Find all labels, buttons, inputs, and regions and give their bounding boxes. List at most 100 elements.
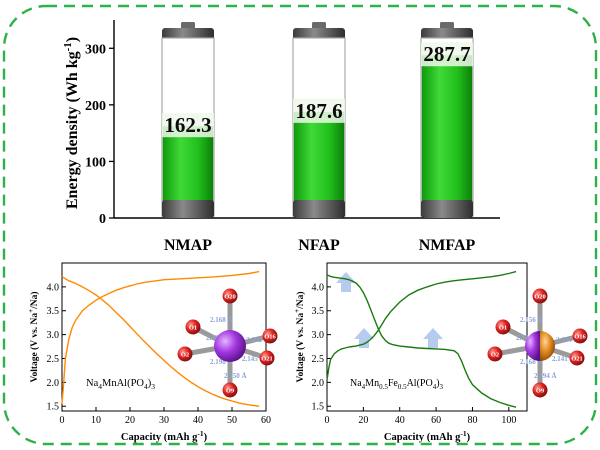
left-y-axis-label: Voltage (V vs. Na+/Na) [27, 291, 40, 382]
x-tick-label: 20 [125, 415, 135, 426]
y-tick-label: 0 [99, 212, 106, 227]
battery-fill [421, 55, 473, 216]
series-line-2 [61, 275, 260, 407]
oxygen-atom-label: O2 [491, 352, 499, 359]
left-ticks: 0 10 20 30 40 50 60 1.5 2.0 2.5 3.0 3.5 4.0 [47, 282, 272, 426]
x-tick-label: 40 [395, 415, 405, 426]
oxygen-atom-label: O2 [181, 352, 189, 359]
y-tick-label: 4.0 [47, 282, 60, 293]
value-label-bg [293, 98, 345, 123]
arrow-up-icon [336, 272, 356, 292]
x-tick-label: 20 [358, 415, 368, 426]
left-x-axis-label: Capacity (mAh g-1) [121, 429, 208, 443]
oxygen-atom-label: O20 [534, 294, 546, 301]
bond-length-label: 2.150 Å [224, 372, 247, 380]
series-line-2 [326, 274, 517, 408]
y-tick-label: 3.5 [312, 306, 325, 317]
mn-atom [214, 330, 246, 362]
x-tick-label: 0 [325, 415, 330, 426]
right-arrows [336, 272, 443, 348]
battery-bottom-cap [293, 200, 345, 218]
y-tick-label: 200 [85, 99, 106, 114]
x-tick-label: 40 [193, 415, 203, 426]
category-label: NMAP [164, 237, 212, 254]
voltage-profile-left: 0 10 20 30 40 50 60 1.5 2.0 2.5 3.0 3.5 4.0 Capacity… [27, 262, 278, 443]
y-tick-label: 300 [85, 42, 106, 57]
battery-bottom-cap [421, 200, 473, 218]
bond-length-label: 2.168 Å [210, 316, 233, 324]
right-y-axis-label: Voltage (V vs. Na+/Na) [293, 291, 306, 382]
y-tick-label: 4.0 [312, 282, 325, 293]
oxygen-atom [487, 346, 503, 362]
value-label-bg [162, 113, 214, 138]
battery-terminal [181, 22, 195, 29]
oxygen-atom-label: O16 [574, 334, 586, 341]
value-label: 187.6 [295, 99, 342, 123]
x-tick-label: 80 [467, 415, 477, 426]
x-tick-label: 60 [261, 415, 271, 426]
y-axis-label: Energy density (Wh kg-1) [62, 37, 81, 209]
series-line-1 [326, 270, 517, 381]
right-curves [326, 270, 517, 408]
y-tick-label: 2.5 [312, 354, 325, 365]
oxygen-atom [222, 288, 238, 304]
oxygen-atom [532, 382, 548, 398]
right-ticks: 0 20 40 60 80 100 1.5 2.0 2.5 3.0 3.5 4.0 [312, 282, 517, 426]
y-tick-label: 2.0 [47, 378, 60, 389]
battery-bars: 162.3 187.6 287.7 [161, 22, 474, 218]
series-line-1 [61, 270, 260, 404]
x-tick-label: 0 [60, 415, 65, 426]
fe-half-atom [540, 331, 555, 361]
value-label: 287.7 [423, 42, 470, 66]
right-compound-label: Na4Mn0.5Fe0.5Al(PO4)3 [350, 378, 444, 391]
mno6-octahedron-left: 2.168 Å2.182 Å2.162 Å2.198 Å2.145 Å2.150… [177, 288, 278, 398]
x-tick-label: 100 [501, 415, 516, 426]
battery-terminal [440, 22, 454, 29]
dashed-frame [2, 4, 598, 446]
right-x-axis-label: Capacity (mAh g-1) [384, 429, 471, 443]
battery-fill [293, 111, 345, 216]
arrow-up-icon [423, 328, 443, 348]
y-tick-label: 1.5 [312, 402, 325, 413]
left-curves [61, 270, 260, 407]
bond-length-label: 2.141 Å [552, 355, 575, 363]
bond-length-label: 2.134 Å [556, 336, 579, 344]
battery-nmfap: 287.7 [420, 22, 474, 218]
mn-half-atom [525, 331, 540, 361]
y-tick-label: 3.0 [47, 330, 60, 341]
y-tick-label: 100 [85, 155, 106, 170]
energy-density-chart: 0 100 200 300 Energy density (Wh kg-1) 162.… [62, 20, 500, 254]
y-tick-label: 3.5 [47, 306, 60, 317]
oxygen-atom [177, 346, 193, 362]
value-label: 162.3 [164, 113, 211, 137]
bond-length-label: 2.194 Å [534, 372, 557, 380]
battery-terminal [312, 22, 326, 29]
x-tick-label: 50 [227, 415, 237, 426]
bond-length-label: 2.198 Å [210, 358, 233, 366]
battery-nmap: 162.3 [161, 22, 215, 218]
x-tick-label: 10 [91, 415, 101, 426]
left-compound-label: Na4MnAl(PO4)3 [86, 378, 155, 391]
oxygen-atom [495, 319, 511, 335]
battery-nfap: 187.6 [292, 22, 346, 218]
bond-length-label: 2.168 Å [520, 358, 543, 366]
oxygen-atom [262, 328, 278, 344]
oxygen-atom-label: O9 [536, 388, 545, 395]
mno6-octahedron-right: 2.156 Å 2.174 Å 2.134 Å 2.168 Å 2.141 Å 2.194… [487, 288, 588, 398]
oxygen-atom-label: O21 [261, 356, 273, 363]
oxygen-atom [532, 288, 548, 304]
x-tick-label: 60 [431, 415, 441, 426]
oxygen-atom-label: O1 [499, 325, 507, 332]
oxygen-atom [185, 319, 201, 335]
oxygen-atom [259, 350, 275, 366]
value-label-bg [421, 42, 473, 67]
y-tick-label: 3.0 [312, 330, 325, 341]
oxygen-atom [222, 382, 238, 398]
oxygen-atom [572, 328, 588, 344]
category-label: NMFAP [419, 237, 476, 254]
oxygen-atom-label: O1 [189, 325, 197, 332]
oxygen-atom [569, 350, 585, 366]
x-tick-label: 30 [159, 415, 169, 426]
y-tick-label: 1.5 [47, 402, 60, 413]
